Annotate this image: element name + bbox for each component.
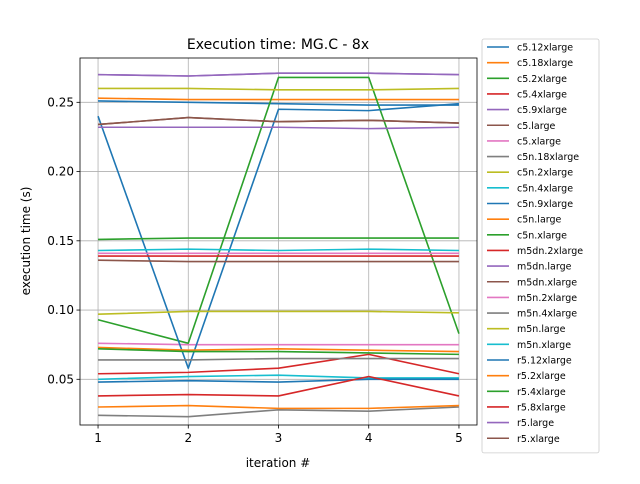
x-axis-label: iteration #	[246, 456, 311, 470]
legend-label: m5dn.2xlarge	[517, 246, 583, 257]
legend-label: c5.2xlarge	[517, 74, 567, 85]
legend-label: c5n.18xlarge	[517, 152, 579, 163]
legend-label: r5.8xlarge	[517, 402, 566, 413]
series-line	[98, 348, 459, 356]
series-line	[97, 102, 460, 370]
legend-label: m5n.large	[517, 324, 566, 335]
legend: c5.12xlarge c5.18xlarge c5.2xlarge c5.4xlar…	[481, 38, 600, 454]
legend-label: c5n.large	[517, 215, 562, 226]
series-line	[97, 116, 459, 126]
legend-label: c5.18xlarge	[517, 58, 573, 69]
y-tick-label: 0.15	[47, 234, 74, 248]
series-line	[98, 342, 459, 346]
series-line	[98, 404, 459, 410]
series-line	[98, 87, 459, 91]
legend-label: c5.large	[517, 121, 556, 132]
legend-label: r5.12xlarge	[517, 356, 572, 367]
x-tick-label: 5	[455, 431, 463, 445]
legend-label: m5n.xlarge	[517, 340, 571, 351]
series-line	[98, 72, 459, 77]
legend-label: c5n.2xlarge	[517, 168, 573, 179]
y-tick-label: 0.05	[47, 372, 74, 386]
legend-label: c5n.xlarge	[517, 230, 567, 241]
legend-label: c5.xlarge	[517, 136, 561, 147]
chart-title: Execution time: MG.C - 8x	[187, 37, 369, 53]
legend-label: m5dn.large	[517, 262, 572, 273]
grid-layer	[80, 58, 477, 425]
series-line	[98, 100, 459, 106]
series-line	[98, 374, 459, 381]
series-line	[98, 248, 459, 252]
legend-label: c5.12xlarge	[517, 43, 573, 54]
series-line	[98, 353, 460, 375]
x-tick-label: 2	[184, 431, 192, 445]
legend-label: m5n.4xlarge	[517, 309, 577, 320]
legend-label: c5.9xlarge	[517, 105, 567, 116]
legend-box	[481, 38, 600, 454]
legend-label: r5.4xlarge	[517, 387, 566, 398]
x-tick-label: 4	[365, 431, 373, 445]
legend-label: c5n.9xlarge	[517, 199, 573, 210]
y-tick-label: 0.25	[47, 95, 74, 109]
x-tick-label: 1	[94, 431, 102, 445]
y-tick-label: 0.10	[47, 303, 74, 317]
legend-label: r5.large	[517, 418, 554, 429]
series-line	[98, 406, 459, 418]
x-tick-label: 3	[275, 431, 283, 445]
legend-label: r5.xlarge	[517, 434, 560, 445]
y-axis-label: execution time (s)	[19, 187, 33, 296]
series-line	[98, 346, 459, 353]
series-line	[98, 97, 459, 101]
axis-layer: 1 2 3 4 5 0.05 0.10 0.15 0.20 0.25	[47, 95, 462, 445]
series-line	[98, 237, 459, 241]
series-line	[98, 378, 459, 383]
legend-label: m5dn.xlarge	[517, 277, 577, 288]
series-line	[98, 375, 460, 397]
series-line	[98, 310, 459, 316]
legend-label: r5.2xlarge	[517, 371, 566, 382]
legend-label: m5n.2xlarge	[517, 293, 577, 304]
legend-label: c5.4xlarge	[517, 89, 567, 100]
series-line	[97, 76, 460, 345]
y-tick-label: 0.20	[47, 165, 74, 179]
series-layer	[97, 72, 460, 418]
legend-label: c5n.4xlarge	[517, 183, 573, 194]
series-line	[98, 259, 459, 263]
series-line	[98, 126, 459, 130]
series-line	[98, 357, 459, 361]
